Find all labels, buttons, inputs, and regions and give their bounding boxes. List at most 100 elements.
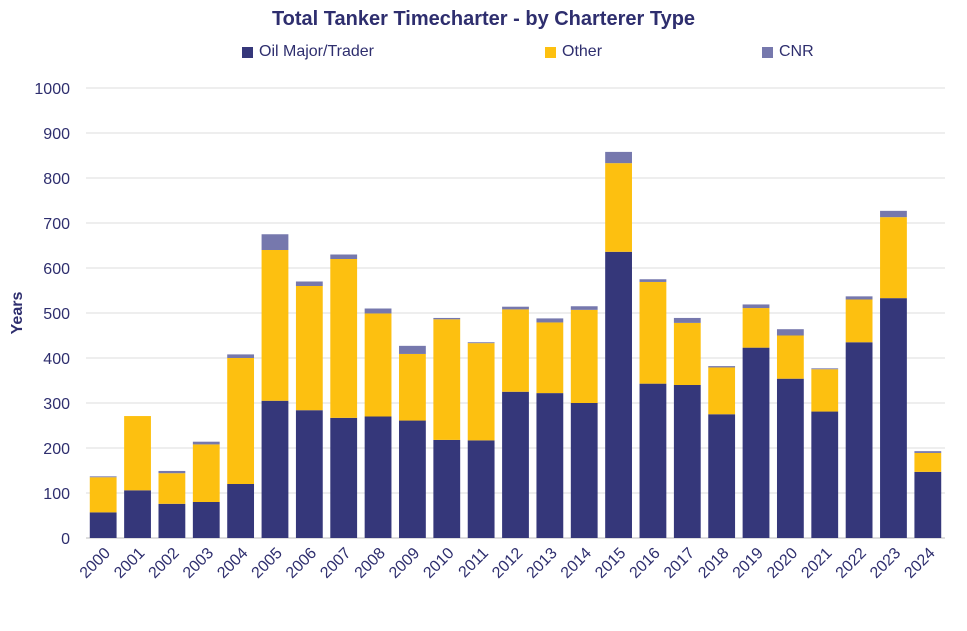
x-tick-label-2013: 2013 <box>523 545 560 582</box>
bar-oil-major-trader-2020 <box>776 378 804 538</box>
bar-cnr-2013 <box>536 318 564 323</box>
bar-cnr-2007 <box>330 254 358 259</box>
x-tick-label-2023: 2023 <box>867 545 904 582</box>
bar-oil-major-trader-2009 <box>399 420 426 538</box>
bar-other-2008 <box>364 313 392 417</box>
legend-label-other: Other <box>562 43 603 60</box>
bar-oil-major-trader-2007 <box>330 417 358 538</box>
bar-oil-major-trader-2022 <box>845 342 873 538</box>
bar-cnr-2008 <box>364 308 392 314</box>
bar-oil-major-trader-2018 <box>708 414 736 538</box>
bar-oil-major-trader-2006 <box>295 410 323 538</box>
x-tick-label-2000: 2000 <box>77 545 114 582</box>
bar-other-2000 <box>89 477 117 513</box>
legend-label-cnr: CNR <box>779 43 814 60</box>
bar-oil-major-trader-2005 <box>261 400 289 538</box>
x-tick-label-2012: 2012 <box>489 545 526 582</box>
legend-item-cnr: CNR <box>762 43 814 61</box>
bar-oil-major-trader-2019 <box>742 347 770 538</box>
bar-other-2015 <box>605 163 632 252</box>
x-tick-label-2002: 2002 <box>146 545 183 582</box>
y-tick-label-1000: 1000 <box>34 81 70 98</box>
bar-other-2007 <box>330 259 358 418</box>
bar-oil-major-trader-2001 <box>124 490 151 538</box>
x-tick-label-2014: 2014 <box>558 545 595 582</box>
bar-other-2004 <box>227 358 255 484</box>
bar-oil-major-trader-2021 <box>811 411 839 538</box>
bar-other-2022 <box>845 299 873 343</box>
bar-oil-major-trader-2023 <box>880 298 907 538</box>
x-tick-label-2008: 2008 <box>352 545 389 582</box>
y-tick-label-700: 700 <box>43 216 70 233</box>
y-tick-label-900: 900 <box>43 126 70 143</box>
y-tick-label-0: 0 <box>61 531 70 548</box>
bar-cnr-2009 <box>399 345 426 354</box>
bar-cnr-2018 <box>708 366 736 368</box>
bar-other-2010 <box>433 319 461 440</box>
bar-other-2016 <box>639 281 667 384</box>
bar-oil-major-trader-2003 <box>192 502 220 538</box>
bar-cnr-2010 <box>433 317 461 320</box>
bar-other-2023 <box>880 217 907 299</box>
y-tick-label-500: 500 <box>43 306 70 323</box>
bar-oil-major-trader-2014 <box>570 403 598 538</box>
bar-oil-major-trader-2002 <box>158 503 186 538</box>
bar-cnr-2016 <box>639 279 667 282</box>
bar-other-2024 <box>914 452 942 472</box>
bar-oil-major-trader-2015 <box>605 251 632 539</box>
bar-other-2019 <box>742 308 770 348</box>
x-tick-label-2017: 2017 <box>661 545 698 582</box>
bar-cnr-2022 <box>845 296 873 300</box>
x-tick-label-2010: 2010 <box>420 545 457 582</box>
legend-swatch-cnr <box>762 46 773 58</box>
y-tick-label-200: 200 <box>43 441 70 458</box>
x-tick-label-2022: 2022 <box>833 545 870 582</box>
y-tick-label-100: 100 <box>43 486 70 503</box>
bar-oil-major-trader-2011 <box>467 440 495 538</box>
bar-cnr-2000 <box>89 476 117 478</box>
x-tick-label-2016: 2016 <box>627 545 664 582</box>
x-tick-label-2011: 2011 <box>456 545 492 581</box>
bar-cnr-2006 <box>295 281 323 286</box>
x-tick-label-2020: 2020 <box>764 545 801 582</box>
bar-cnr-2014 <box>570 306 598 310</box>
bar-cnr-2019 <box>742 304 770 309</box>
x-tick-label-2024: 2024 <box>901 545 938 582</box>
legend-item-other: Other <box>545 43 602 61</box>
x-tick-label-2018: 2018 <box>695 545 732 582</box>
bar-cnr-2004 <box>227 354 255 358</box>
x-tick-label-2004: 2004 <box>214 545 251 582</box>
bar-other-2021 <box>811 369 839 412</box>
bar-oil-major-trader-2016 <box>639 383 667 538</box>
bar-cnr-2015 <box>605 151 632 164</box>
bar-oil-major-trader-2017 <box>673 385 701 538</box>
bar-oil-major-trader-2010 <box>433 439 461 538</box>
y-tick-label-300: 300 <box>43 396 70 413</box>
legend-item-oil-major-trader: Oil Major/Trader <box>242 43 374 61</box>
bar-cnr-2002 <box>158 470 186 474</box>
bar-oil-major-trader-2024 <box>914 471 942 538</box>
bar-other-2006 <box>295 286 323 411</box>
chart-title: Total Tanker Timecharter - by Charterer … <box>271 8 696 30</box>
bar-cnr-2012 <box>502 306 529 310</box>
y-tick-label-800: 800 <box>43 171 70 188</box>
x-tick-label-2007: 2007 <box>317 545 354 582</box>
x-tick-label-2015: 2015 <box>592 545 629 582</box>
bar-cnr-2023 <box>880 210 907 218</box>
bar-cnr-2020 <box>776 329 804 336</box>
bar-other-2003 <box>192 444 220 502</box>
bar-other-2013 <box>536 322 564 394</box>
bar-other-2018 <box>708 367 736 415</box>
y-axis-label: Years <box>9 292 26 335</box>
x-tick-label-2009: 2009 <box>386 545 423 582</box>
bar-other-2002 <box>158 473 186 504</box>
bar-other-2012 <box>502 309 529 392</box>
bar-cnr-2011 <box>467 342 495 344</box>
bar-oil-major-trader-2004 <box>227 484 255 538</box>
bar-oil-major-trader-2013 <box>536 393 564 538</box>
bar-cnr-2005 <box>261 234 289 250</box>
bar-cnr-2003 <box>192 441 220 445</box>
bar-other-2001 <box>124 416 151 491</box>
